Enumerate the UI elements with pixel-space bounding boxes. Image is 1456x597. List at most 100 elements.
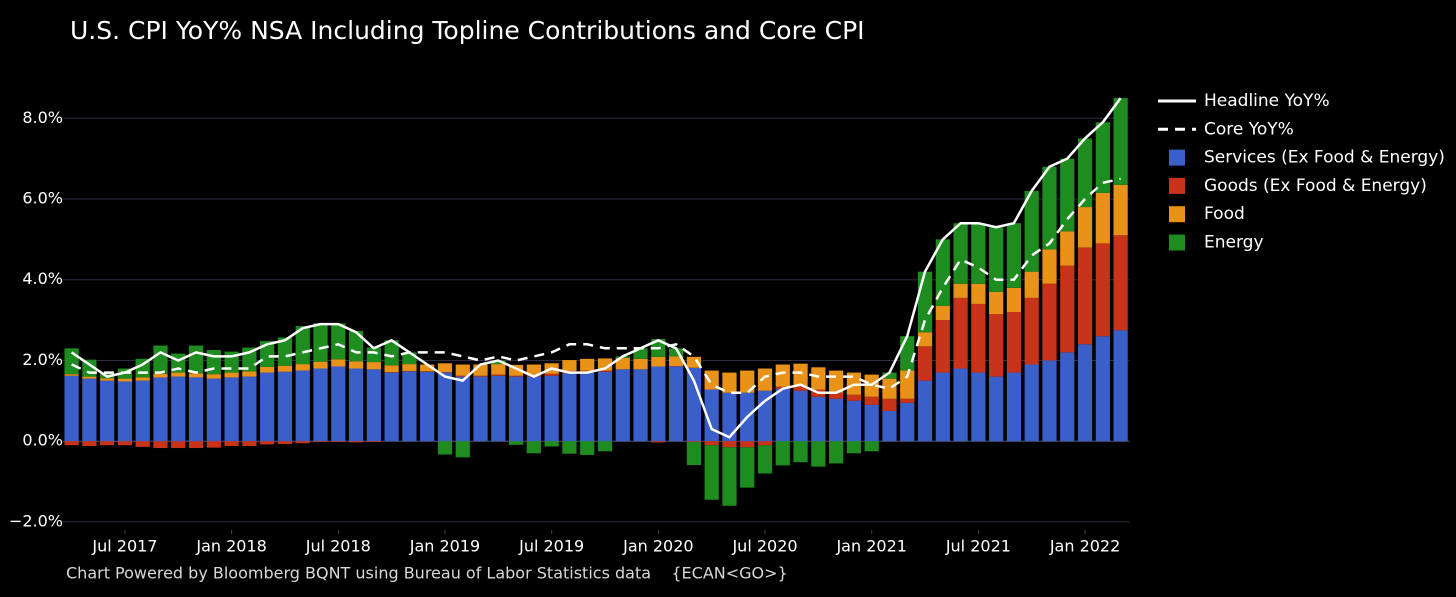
bar-segment [633,348,648,359]
x-tick-label: Jul 2020 [731,537,797,556]
bar-segment [846,441,862,454]
bar-segment [455,364,470,376]
bar-segment [935,320,950,373]
bar-segment [135,377,150,381]
bar-segment [775,441,790,466]
bar-segment [260,366,275,373]
bar-segment [224,372,239,378]
bar-segment [935,239,950,306]
bar-segment [224,441,239,447]
bar-segment [206,374,221,379]
bar-segment [917,332,933,347]
bar-segment [171,372,186,377]
bar-segment [1042,249,1057,284]
bar-segment [917,346,933,381]
bar-segment [1077,207,1093,248]
bar-segment [473,375,488,377]
bar-segment [775,388,790,442]
bar-segment [1024,190,1039,272]
bar-segment [402,371,417,442]
bar-segment [900,336,915,371]
bar-segment [526,441,541,454]
bar-segment [366,369,381,442]
bar-segment [508,364,524,376]
bar-segment [1077,138,1093,208]
bar-segment [402,352,417,365]
bar-segment [544,375,559,442]
bar-segment [295,441,310,444]
bar-segment [295,370,310,442]
bar-segment [64,375,79,442]
bar-segment [740,441,755,448]
bar-segment [455,375,470,377]
bar-segment [829,392,844,399]
bar-segment [1077,247,1093,345]
bar-segment [64,374,79,376]
bar-segment [153,373,168,378]
bar-segment [82,378,97,442]
bar-segment [971,283,986,304]
bar-segment [989,227,1004,292]
bar-segment [331,441,346,442]
y-tick-label: 4.0% [22,269,63,288]
bar-segment [348,361,364,369]
legend-label: Energy [1204,233,1264,253]
bar-segment [242,371,257,377]
bar-segment [900,398,915,403]
y-tick-label: 0.0% [22,431,63,450]
bar-segment [1060,158,1075,232]
bar-segment [722,441,737,448]
bar-segment [1060,352,1075,442]
bar-segment [188,373,204,378]
bar-segment [597,441,613,452]
bar-segment [384,340,399,366]
bar-segment [686,441,702,442]
bar-segment [277,371,293,442]
bar-segment [989,291,1004,315]
bar-segment [864,396,879,405]
bar-segment [1006,372,1022,442]
bar-segment [757,445,773,474]
bar-segment [1113,330,1128,442]
bar-segment [1024,271,1039,298]
bar-segment [295,326,310,365]
bar-segment [1042,283,1057,361]
bar-segment [437,372,453,442]
legend-swatch [1169,177,1185,194]
bar-segment [953,223,968,284]
bar-segment [668,348,684,357]
bar-segment [757,441,773,446]
bar-segment [989,314,1004,377]
bar-segment [384,365,399,373]
bar-segment [331,359,346,367]
bar-segment [882,372,897,379]
legend-label: Services (Ex Food & Energy) [1204,148,1445,168]
bar-segment [384,372,399,442]
bar-segment [580,358,595,371]
bar-segment [597,371,613,442]
bar-segment [597,370,613,372]
x-tick-label: Jan 2020 [622,537,693,556]
bar-segment [580,372,595,442]
bar-segment [473,376,488,442]
bar-segment [1042,360,1057,442]
bar-segment [882,398,897,411]
bar-segment [544,373,559,376]
y-tick-label: −2.0% [9,511,63,530]
bar-segment [82,441,97,447]
bar-segment [491,374,506,376]
bar-segment [188,345,204,374]
bar-segment [580,441,595,455]
bar-segment [935,305,950,321]
bar-segment [615,358,630,370]
bar-segment [668,356,684,367]
bar-segment [64,441,79,446]
bar-segment [882,410,897,442]
bar-segment [455,376,470,442]
x-tick-label: Jan 2018 [195,537,266,556]
bar-segment [135,380,150,442]
x-tick-label: Jul 2017 [91,537,157,556]
bar-segment [1060,231,1075,266]
